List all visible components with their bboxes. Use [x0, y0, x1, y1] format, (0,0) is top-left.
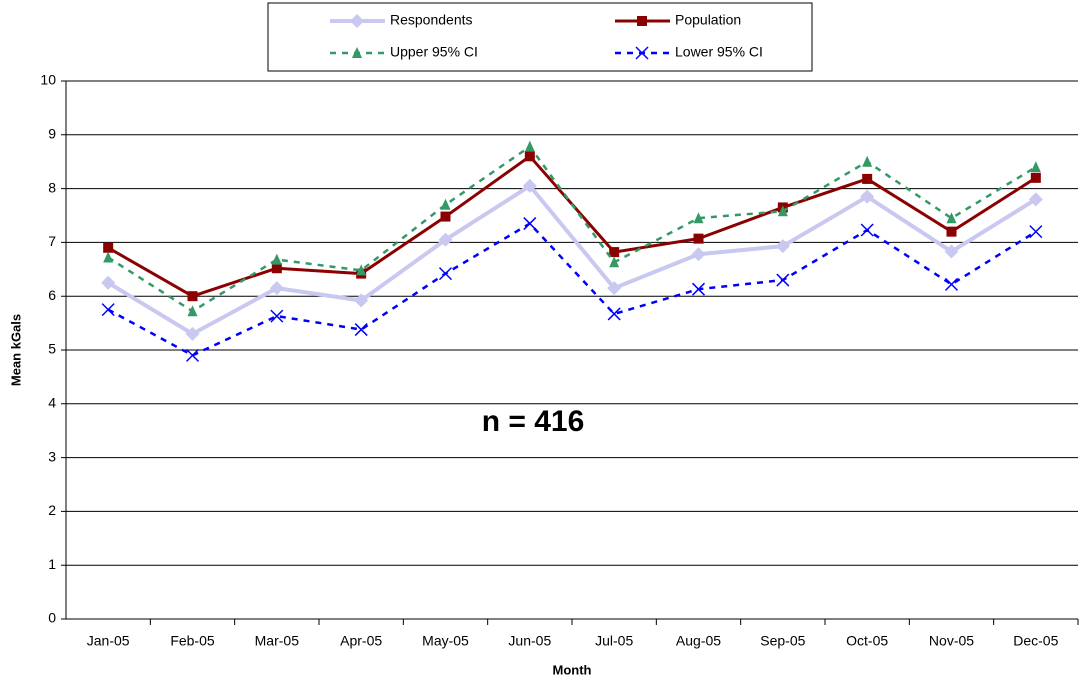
marker	[185, 348, 200, 362]
marker	[269, 281, 284, 296]
series-line	[107, 145, 1037, 313]
marker	[635, 46, 649, 60]
series-line	[107, 183, 1037, 336]
marker	[438, 232, 453, 247]
marker	[607, 307, 621, 321]
marker	[101, 275, 116, 290]
marker	[944, 277, 959, 291]
marker	[946, 226, 957, 237]
y-tick-label: 2	[48, 502, 56, 518]
x-tick-label: Oct-05	[846, 633, 888, 649]
marker	[609, 256, 620, 268]
marker	[350, 14, 364, 28]
marker	[103, 242, 114, 253]
y-tick-label: 6	[48, 287, 56, 303]
y-tick-label: 9	[48, 126, 56, 142]
marker	[637, 16, 647, 26]
marker	[775, 239, 790, 254]
marker	[187, 305, 198, 317]
marker	[270, 309, 284, 323]
x-tick-label: Aug-05	[676, 633, 721, 649]
y-tick-label: 10	[40, 72, 56, 88]
marker	[946, 212, 957, 224]
marker	[440, 198, 451, 210]
y-tick-label: 7	[48, 233, 56, 249]
marker	[356, 264, 367, 276]
marker	[607, 281, 622, 296]
marker	[1030, 161, 1041, 173]
marker	[1029, 225, 1043, 239]
marker	[693, 212, 704, 224]
marker	[523, 217, 537, 231]
series-line	[107, 222, 1037, 357]
x-tick-label: Dec-05	[1013, 633, 1058, 649]
marker	[944, 244, 959, 259]
marker	[862, 155, 873, 167]
series-line	[107, 154, 1037, 298]
marker	[522, 178, 537, 193]
marker	[860, 189, 875, 204]
annotation: n = 416	[482, 405, 585, 438]
x-tick-label: Sep-05	[760, 633, 805, 649]
x-tick-label: Nov-05	[929, 633, 974, 649]
y-tick-label: 1	[48, 556, 56, 572]
marker	[1028, 192, 1043, 207]
marker	[860, 223, 874, 237]
marker	[691, 282, 706, 296]
x-tick-label: Jun-05	[508, 633, 551, 649]
y-tick-label: 3	[48, 448, 56, 464]
marker	[352, 47, 362, 58]
legend-label: Lower 95% CI	[675, 44, 763, 60]
marker	[524, 140, 535, 152]
y-tick-label: 4	[48, 395, 56, 411]
marker	[438, 267, 453, 281]
y-axis-title: Mean kGals	[8, 314, 23, 386]
x-tick-label: Jan-05	[87, 633, 130, 649]
marker	[185, 326, 200, 341]
marker	[187, 291, 198, 302]
x-axis-title: Month	[553, 662, 592, 677]
marker	[609, 247, 620, 258]
x-tick-label: May-05	[422, 633, 469, 649]
marker	[271, 253, 282, 265]
marker	[103, 251, 114, 263]
x-tick-label: Mar-05	[255, 633, 300, 649]
marker	[524, 151, 535, 162]
marker	[354, 293, 369, 308]
x-tick-label: Jul-05	[595, 633, 633, 649]
marker	[862, 173, 873, 184]
x-tick-label: Apr-05	[340, 633, 382, 649]
marker	[271, 263, 282, 274]
y-tick-label: 8	[48, 179, 56, 195]
marker	[777, 205, 788, 217]
legend-box	[267, 2, 813, 72]
marker	[354, 323, 368, 337]
marker	[1030, 172, 1041, 183]
x-tick-label: Feb-05	[170, 633, 215, 649]
legend-label: Respondents	[390, 12, 473, 28]
marker	[440, 211, 451, 222]
y-tick-label: 0	[48, 610, 56, 626]
marker	[693, 233, 704, 244]
marker	[691, 247, 706, 262]
y-tick-label: 5	[48, 341, 56, 357]
legend-label: Population	[675, 12, 741, 28]
marker	[101, 303, 115, 317]
legend-label: Upper 95% CI	[390, 44, 478, 60]
marker	[776, 273, 790, 287]
